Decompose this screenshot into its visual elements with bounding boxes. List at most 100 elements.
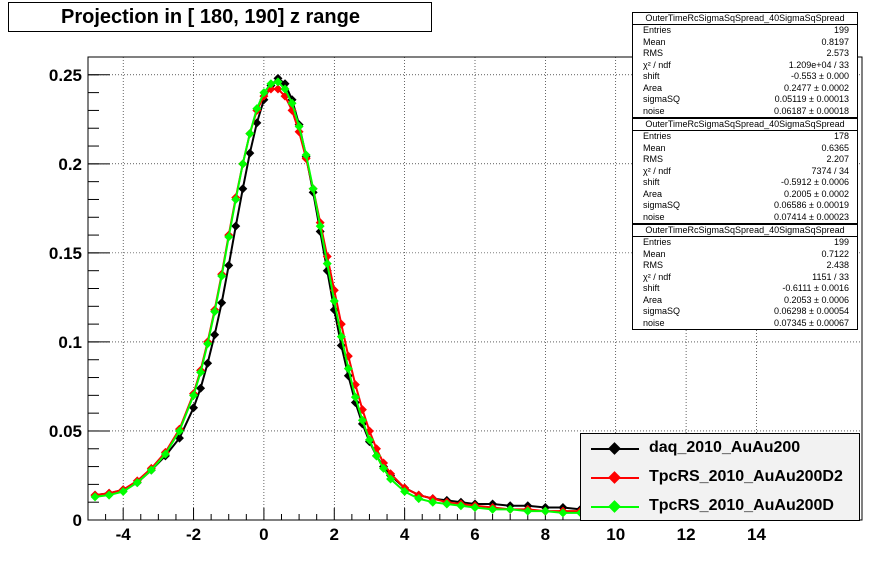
- series-point: [329, 296, 339, 306]
- stats-key: RMS: [643, 260, 663, 270]
- series-point: [196, 383, 206, 393]
- series-point: [252, 104, 262, 114]
- stats-row: χ² / ndf 1.209e+04 / 33: [633, 60, 857, 72]
- stats-key: sigmaSQ: [643, 306, 681, 316]
- stats-key: RMS: [643, 48, 663, 58]
- stats-row: noise 0.07414 ± 0.00023: [633, 212, 857, 224]
- stats-header: OuterTimeRcSigmaSqSpread_40SigmaSqSpread: [633, 13, 857, 25]
- stats-row: noise 0.07345 ± 0.00067: [633, 318, 857, 330]
- stats-row: Area 0.2053 ± 0.0006: [633, 295, 857, 307]
- stats-key: shift: [643, 283, 660, 293]
- series-point: [379, 463, 389, 473]
- series-point: [160, 449, 170, 459]
- legend-entry: daq_2010_AuAu200: [581, 436, 859, 462]
- stats-value: 1.209e+04 / 33: [788, 59, 849, 70]
- stats-row: Entries 178: [633, 131, 857, 143]
- series-point: [301, 150, 311, 160]
- stats-value: 0.06187 ± 0.00018: [773, 105, 849, 116]
- stats-key: Area: [643, 82, 663, 93]
- stats-row: sigmaSQ 0.06298 ± 0.00054: [633, 306, 857, 318]
- stats-value: 2.573: [826, 48, 849, 58]
- series-point: [287, 98, 297, 108]
- stats-row: Area 0.2005 ± 0.0002: [633, 189, 857, 201]
- series-point: [308, 184, 318, 194]
- legend-marker-tpcrs-d: [608, 500, 621, 513]
- stats-row: RMS 2.438: [633, 260, 857, 272]
- stats-key: χ² / ndf: [643, 271, 671, 282]
- x-tick-label: 10: [606, 525, 625, 544]
- series-point: [456, 501, 466, 511]
- series-layer: [90, 73, 603, 518]
- stats-key: Mean: [643, 248, 666, 259]
- stats-row: sigmaSQ 0.06586 ± 0.00019: [633, 200, 857, 212]
- series-point: [174, 426, 184, 436]
- stats-row: χ² / ndf 7374 / 34: [633, 166, 857, 178]
- stats-row: Entries 199: [633, 237, 857, 249]
- series-point: [523, 506, 533, 516]
- stats-key: Mean: [643, 142, 666, 153]
- legend-label-daq: daq_2010_AuAu200: [649, 439, 801, 456]
- series-point: [414, 494, 424, 504]
- series-point: [203, 358, 213, 368]
- x-tick-label: 0: [259, 525, 268, 544]
- stats-row: shift -0.5912 ± 0.0006: [633, 177, 857, 189]
- series-point: [505, 504, 515, 514]
- series-point: [104, 490, 114, 500]
- series-point: [350, 392, 360, 402]
- series-point: [294, 121, 304, 131]
- x-tick-label: 2: [330, 525, 339, 544]
- stats-box-tpcrs-d: OuterTimeRcSigmaSqSpread_40SigmaSqSpread…: [632, 224, 858, 330]
- stats-row: RMS 2.573: [633, 48, 857, 60]
- stats-value: 2.438: [826, 260, 849, 270]
- stats-value: 199: [833, 237, 849, 247]
- x-tick-label: 6: [470, 525, 479, 544]
- y-tick-label: 0.25: [49, 66, 82, 85]
- legend-entry: TpcRS_2010_AuAu200D: [581, 494, 859, 520]
- stats-row: RMS 2.207: [633, 154, 857, 166]
- x-tick-label: -2: [186, 525, 201, 544]
- stats-key: Mean: [643, 36, 666, 47]
- stats-box-daq: OuterTimeRcSigmaSqSpread_40SigmaSqSpread…: [632, 12, 858, 118]
- stats-value: 2.207: [826, 154, 849, 164]
- legend-entry: TpcRS_2010_AuAu200D2: [581, 465, 859, 491]
- stats-box-tpcrs-d2: OuterTimeRcSigmaSqSpread_40SigmaSqSpread…: [632, 118, 858, 224]
- stats-value: 178: [833, 131, 849, 141]
- series-point: [488, 504, 498, 514]
- series-point: [217, 298, 227, 308]
- stats-value: -0.553 ± 0.000: [791, 71, 849, 81]
- stats-value: 0.8197: [821, 36, 849, 47]
- series-point: [132, 478, 142, 488]
- series-point: [224, 232, 234, 242]
- x-tick-label: 14: [747, 525, 766, 544]
- stats-row: Area 0.2477 ± 0.0002: [633, 83, 857, 95]
- series-point: [252, 118, 262, 128]
- series-point: [189, 390, 199, 400]
- series-point: [245, 148, 255, 158]
- series-point: [400, 487, 410, 497]
- legend-label-tpcrs-d2: TpcRS_2010_AuAu200D2: [649, 468, 843, 485]
- stats-value: 0.06298 ± 0.00054: [773, 306, 849, 316]
- series-point: [203, 339, 213, 349]
- stats-value: 0.05119 ± 0.00013: [774, 94, 849, 104]
- series-point: [210, 307, 220, 317]
- y-tick-label: 0: [73, 511, 82, 530]
- stats-row: shift -0.6111 ± 0.0016: [633, 283, 857, 295]
- stats-value: -0.5912 ± 0.0006: [781, 177, 849, 187]
- y-tick-label: 0.1: [58, 333, 82, 352]
- series-point: [336, 332, 346, 342]
- series-point: [189, 403, 199, 413]
- stats-key: sigmaSQ: [643, 94, 681, 104]
- legend-marker-tpcrs-d2: [608, 471, 621, 484]
- stats-key: noise: [643, 105, 665, 116]
- stats-key: noise: [643, 317, 665, 328]
- stats-key: sigmaSQ: [643, 200, 681, 210]
- stats-value: 7374 / 34: [811, 165, 849, 176]
- series-point: [357, 415, 367, 425]
- y-tick-label: 0.2: [58, 155, 82, 174]
- stats-header: OuterTimeRcSigmaSqSpread_40SigmaSqSpread: [633, 225, 857, 237]
- series-point: [146, 465, 156, 475]
- stats-key: Area: [643, 188, 663, 199]
- stats-value: 0.2053 ± 0.0006: [784, 294, 849, 305]
- x-tick-label: 4: [400, 525, 410, 544]
- stats-value: -0.6111 ± 0.0016: [782, 283, 849, 293]
